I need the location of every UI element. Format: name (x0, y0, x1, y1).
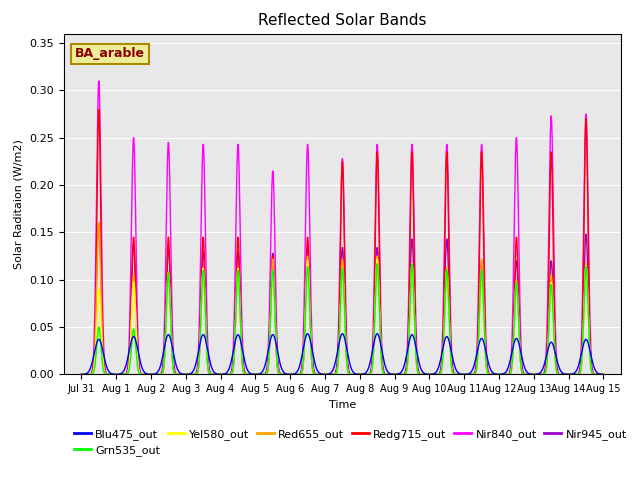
Nir840_out (182, 372, 189, 377)
Nir945_out (182, 372, 189, 377)
Line: Grn535_out: Grn535_out (81, 264, 604, 374)
Blu475_out (182, 372, 189, 377)
Red655_out (285, 372, 293, 377)
Yel580_out (394, 372, 402, 377)
Line: Yel580_out: Yel580_out (81, 259, 604, 374)
Nir945_out (394, 372, 402, 377)
Blu475_out (394, 371, 402, 377)
Nir945_out (77, 372, 85, 377)
Red655_out (576, 370, 584, 376)
Blu475_out (285, 372, 293, 377)
Line: Blu475_out: Blu475_out (81, 334, 604, 374)
Grn535_out (373, 261, 381, 266)
Grn535_out (600, 372, 607, 377)
Nir945_out (600, 372, 607, 377)
Red655_out (95, 220, 102, 226)
Redg715_out (329, 372, 337, 377)
Grn535_out (328, 372, 336, 377)
Redg715_out (182, 372, 189, 377)
Nir840_out (328, 372, 336, 377)
X-axis label: Time: Time (329, 400, 356, 409)
Nir945_out (576, 368, 584, 373)
Red655_out (182, 372, 189, 377)
Redg715_out (95, 107, 102, 112)
Redg715_out (252, 372, 259, 377)
Nir840_out (394, 372, 402, 377)
Redg715_out (251, 372, 259, 377)
Nir840_out (77, 372, 85, 377)
Blu475_out (251, 372, 259, 377)
Redg715_out (285, 372, 293, 377)
Yel580_out (251, 372, 259, 377)
Redg715_out (77, 372, 85, 377)
Blu475_out (576, 358, 584, 363)
Yel580_out (600, 372, 607, 377)
Nir840_out (285, 372, 293, 377)
Line: Red655_out: Red655_out (81, 223, 604, 374)
Blu475_out (600, 372, 607, 377)
Blu475_out (77, 372, 85, 377)
Yel580_out (373, 256, 381, 262)
Grn535_out (394, 372, 402, 377)
Nir840_out (95, 78, 102, 84)
Yel580_out (182, 372, 189, 377)
Redg715_out (576, 370, 584, 375)
Red655_out (328, 372, 336, 377)
Blu475_out (328, 369, 336, 374)
Line: Redg715_out: Redg715_out (81, 109, 604, 374)
Yel580_out (328, 372, 336, 377)
Title: Reflected Solar Bands: Reflected Solar Bands (258, 13, 427, 28)
Text: BA_arable: BA_arable (75, 48, 145, 60)
Grn535_out (77, 372, 85, 377)
Line: Nir945_out: Nir945_out (81, 223, 604, 374)
Grn535_out (251, 372, 259, 377)
Grn535_out (576, 370, 584, 376)
Red655_out (394, 372, 402, 377)
Nir945_out (251, 372, 259, 377)
Yel580_out (77, 372, 85, 377)
Legend: Blu475_out, Grn535_out, Yel580_out, Red655_out, Redg715_out, Nir840_out, Nir945_: Blu475_out, Grn535_out, Yel580_out, Red6… (70, 424, 631, 460)
Red655_out (600, 372, 607, 377)
Y-axis label: Solar Raditaion (W/m2): Solar Raditaion (W/m2) (14, 139, 24, 269)
Yel580_out (285, 372, 293, 377)
Nir840_out (600, 372, 607, 377)
Line: Nir840_out: Nir840_out (81, 81, 604, 374)
Redg715_out (395, 372, 403, 377)
Redg715_out (600, 372, 607, 377)
Yel580_out (576, 370, 584, 376)
Nir945_out (285, 372, 293, 377)
Red655_out (77, 372, 85, 377)
Grn535_out (182, 372, 189, 377)
Nir945_out (328, 372, 336, 377)
Blu475_out (339, 331, 346, 336)
Nir840_out (576, 365, 584, 371)
Nir945_out (95, 220, 102, 226)
Nir840_out (251, 372, 259, 377)
Grn535_out (285, 372, 293, 377)
Red655_out (251, 372, 259, 377)
